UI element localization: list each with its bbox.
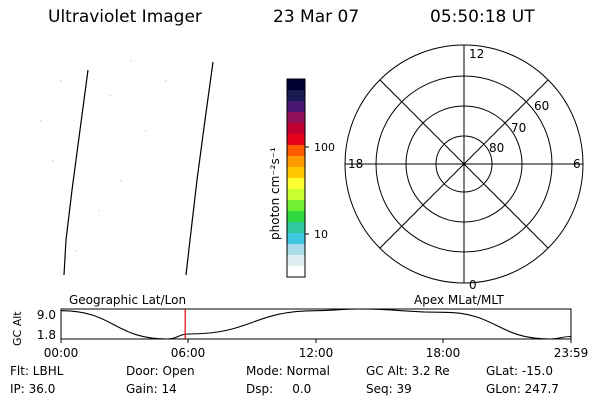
mlt-label-18: 18 xyxy=(348,157,363,171)
timeline-xtick-1800: 18:00 xyxy=(426,346,461,360)
timeline-xtick-0000: 00:00 xyxy=(44,346,79,360)
timeline-x-ticks xyxy=(60,339,572,343)
info-ip: IP: 36.0 xyxy=(10,382,56,396)
info-glon: GLon: 247.7 xyxy=(486,382,559,396)
colorbar-band xyxy=(287,90,305,102)
mlt-label-12: 12 xyxy=(469,47,484,61)
colorbar-band xyxy=(287,123,305,135)
altitude-curve xyxy=(60,308,572,340)
orbit-track-right xyxy=(185,61,214,276)
colorbar-band xyxy=(287,200,305,212)
timeline-ytick-9: 9.0 xyxy=(37,308,56,322)
geographic-image-panel xyxy=(40,60,167,252)
info-gc-alt: GC Alt: 3.2 Re xyxy=(366,364,450,378)
colorbar-band xyxy=(287,134,305,146)
info-filter: Flt: LBHL xyxy=(10,364,64,378)
mlt-label-6: 6 xyxy=(573,157,581,171)
polar-plot xyxy=(344,44,584,284)
info-glat: GLat: -15.0 xyxy=(486,364,553,378)
colorbar xyxy=(287,79,305,278)
mlt-label-0: 0 xyxy=(469,278,477,292)
orbit-track-left xyxy=(63,69,89,276)
polar-diagonal-2 xyxy=(379,79,549,249)
timeline-xtick-1200: 12:00 xyxy=(299,346,334,360)
colorbar-band xyxy=(287,145,305,157)
timeline-y-label: GC Alt xyxy=(11,311,24,346)
lat-label-80: 80 xyxy=(489,141,504,155)
colorbar-band xyxy=(287,189,305,201)
info-seq: Seq: 39 xyxy=(366,382,412,396)
colorbar-band xyxy=(287,79,305,91)
colorbar-tick-label-100: 100 xyxy=(314,141,335,154)
colorbar-band xyxy=(287,255,305,267)
colorbar-frame xyxy=(286,78,306,278)
timeline-xtick-0600: 06:00 xyxy=(171,346,206,360)
observation-time: 05:50:18 UT xyxy=(430,7,535,27)
lat-label-70: 70 xyxy=(511,121,526,135)
info-mode: Mode: Normal xyxy=(246,364,330,378)
timeline-series xyxy=(60,308,572,340)
colorbar-band xyxy=(287,211,305,223)
colorbar-band xyxy=(287,233,305,245)
timeline-left-title: Geographic Lat/Lon xyxy=(69,293,186,307)
colorbar-unit-label: photon cm⁻²s⁻¹ xyxy=(268,147,282,240)
info-dsp: Dsp: 0.0 xyxy=(246,382,312,396)
colorbar-band xyxy=(287,178,305,190)
observation-date: 23 Mar 07 xyxy=(273,7,360,27)
colorbar-band xyxy=(287,244,305,256)
lat-label-60: 60 xyxy=(534,99,549,113)
colorbar-band xyxy=(287,167,305,179)
colorbar-band xyxy=(287,222,305,234)
colorbar-band xyxy=(287,156,305,168)
info-gain: Gain: 14 xyxy=(126,382,177,396)
colorbar-band xyxy=(287,112,305,124)
colorbar-band xyxy=(287,101,305,113)
info-door: Door: Open xyxy=(126,364,195,378)
timeline-xtick-2359: 23:59 xyxy=(554,346,589,360)
timeline-right-title: Apex MLat/MLT xyxy=(414,293,504,307)
colorbar-band xyxy=(287,266,305,278)
timeline-ytick-1-8: 1.8 xyxy=(37,328,56,342)
colorbar-tick-label-10: 10 xyxy=(314,228,328,241)
instrument-title: Ultraviolet Imager xyxy=(48,7,202,27)
